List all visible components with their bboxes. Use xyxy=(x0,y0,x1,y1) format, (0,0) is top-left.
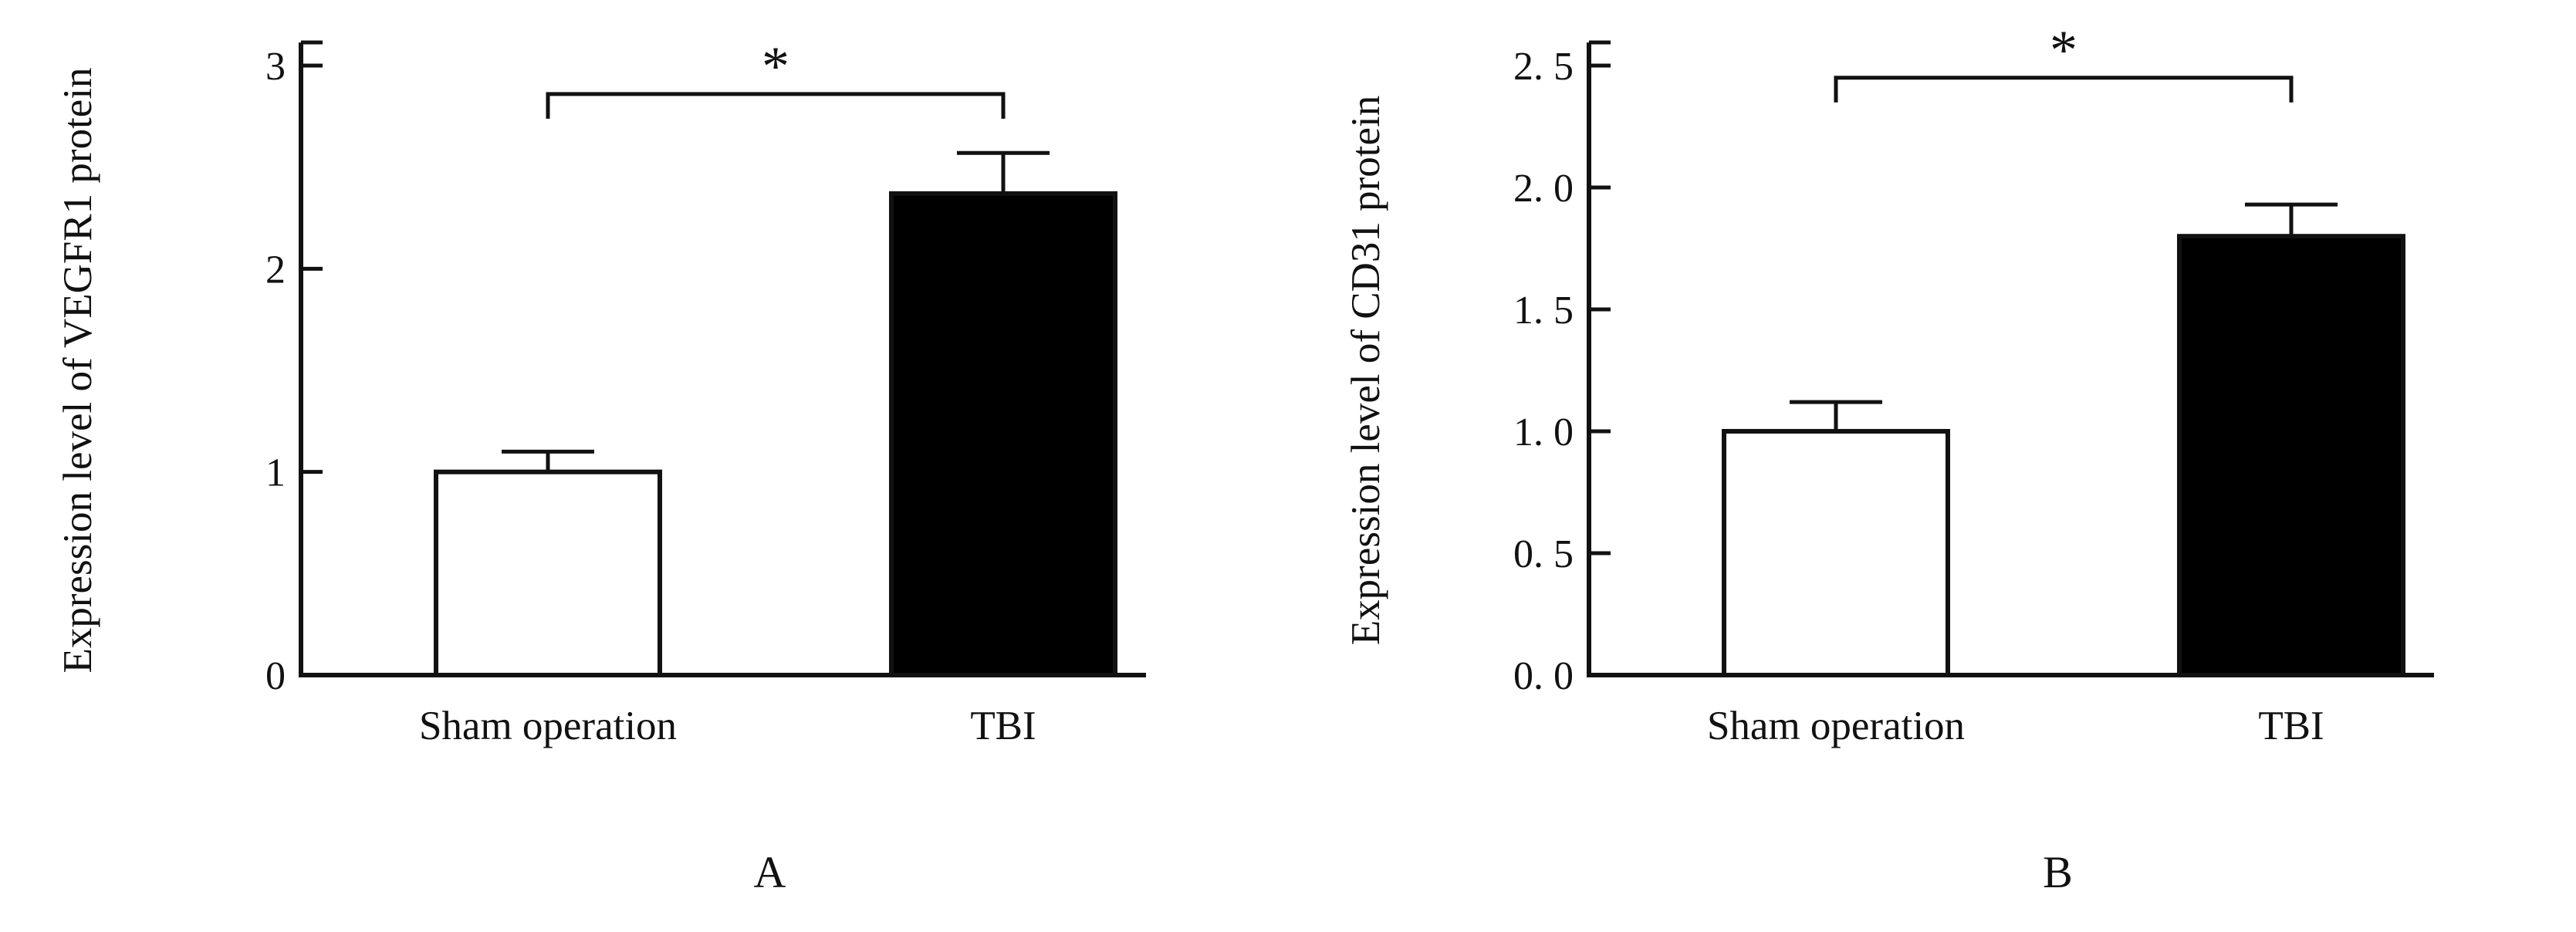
bar xyxy=(889,191,1117,677)
bar xyxy=(434,469,662,678)
chart-panel-B: 0. 0 0. 5 1. 0 1. 5 2. 0 2. 5 Expression level… xyxy=(1344,19,2434,897)
y-tick-label: 0. 5 xyxy=(1513,532,1574,576)
y-tick-label: 0. 0 xyxy=(1513,654,1574,698)
category-label: TBI xyxy=(970,704,1036,748)
y-tick-label: 2. 0 xyxy=(1513,167,1574,211)
y-tick-label: 1 xyxy=(265,451,286,495)
y-tick-label: 1. 0 xyxy=(1513,410,1574,454)
significance-asterisk: * xyxy=(2050,19,2077,81)
y-tick-label: 1. 5 xyxy=(1513,289,1574,333)
y-axis-label: Expression level of CD31 protein xyxy=(1344,96,1388,645)
category-label: Sham operation xyxy=(1707,704,1965,748)
significance-bracket xyxy=(1834,76,2294,103)
y-tick-label: 3 xyxy=(265,45,286,89)
panel-label: A xyxy=(754,847,786,897)
y-axis-label: Expression level of VEGFR1 protein xyxy=(56,67,100,673)
panel-label: B xyxy=(2043,847,2073,897)
bar xyxy=(2177,234,2405,677)
bar xyxy=(1722,429,1950,677)
y-tick-label: 2. 5 xyxy=(1513,45,1574,89)
y-tick-label: 0 xyxy=(265,654,286,698)
y-tick-label: 2 xyxy=(265,248,286,292)
category-label: Sham operation xyxy=(419,704,677,748)
significance-bracket xyxy=(546,92,1006,119)
category-label: TBI xyxy=(2258,704,2324,748)
significance-asterisk: * xyxy=(762,35,789,97)
chart-panel-A: 0 1 2 3 Expression level of VEGFR1 protein Sh… xyxy=(56,35,1146,897)
